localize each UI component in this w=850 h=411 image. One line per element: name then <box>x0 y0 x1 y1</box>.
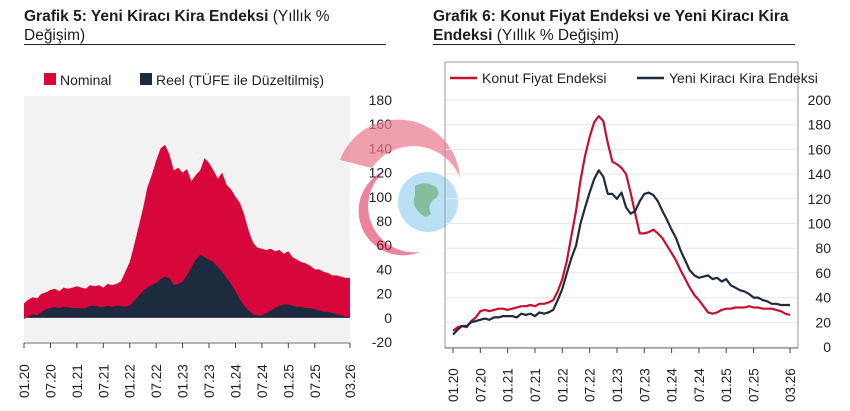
chart6-y-tick-label: 60 <box>815 265 831 281</box>
chart6-subtitle: (Yıllık % Değişim) <box>496 27 620 44</box>
chart5-title-rule <box>24 44 386 45</box>
chart5-y-tick-label: 0 <box>384 310 392 326</box>
chart6-x-tick-label: 01.25 <box>719 368 734 402</box>
chart6-title: Grafik 6: Konut Fiyat Endeksi ve Yeni Ki… <box>433 8 789 44</box>
globe-logo-icon <box>340 119 460 256</box>
chart5-x-tick-label: 07.22 <box>149 364 164 398</box>
chart5-y-tick-label: 40 <box>376 261 392 277</box>
chart5-x-tick-label: 07.20 <box>43 364 58 398</box>
chart6-y-tick-label: 160 <box>808 141 832 157</box>
chart5-x-tick-label: 07.25 <box>308 364 323 398</box>
chart6-x-tick-label: 07.23 <box>637 368 652 402</box>
chart6-x-tick-label: 01.21 <box>501 368 516 402</box>
chart5-legend-label-nominal: Nominal <box>60 72 111 88</box>
chart6-x-tick-label: 07.25 <box>747 368 762 402</box>
chart5-x-tick-label: 01.20 <box>17 364 32 398</box>
chart5-x-tick-label: 03.26 <box>343 364 358 398</box>
chart6-y-tick-label: 20 <box>815 314 831 330</box>
chart5-y-tick-label: 180 <box>369 92 393 108</box>
chart5-x-tick-label: 01.21 <box>70 364 85 398</box>
chart6-x-tick-label: 07.20 <box>473 368 488 402</box>
chart6-y-tick-label: 200 <box>808 92 832 108</box>
chart5-y-tick-label: 100 <box>369 189 393 205</box>
chart6-y-tick-label: 100 <box>808 216 832 232</box>
chart6-x-tick-label: 01.22 <box>555 368 570 402</box>
chart5-x-tick-label: 07.21 <box>96 364 111 398</box>
chart6-title-rule <box>433 44 795 45</box>
chart5-y-tick-label: 60 <box>376 237 392 253</box>
chart5-area-reel <box>24 254 350 319</box>
chart6-y-tick-label: 120 <box>808 191 832 207</box>
chart6-legend-label-konut: Konut Fiyat Endeksi <box>482 70 607 86</box>
chart5-x-tick-label: 01.23 <box>176 364 191 398</box>
chart6-y-tick-label: 40 <box>815 290 831 306</box>
chart6-legend: Konut Fiyat Endeksi Yeni Kiracı Kira End… <box>450 70 818 86</box>
chart5-legend-swatch-nominal <box>44 73 56 85</box>
chart6-title-block: Grafik 6: Konut Fiyat Endeksi ve Yeni Ki… <box>433 7 813 45</box>
chart5-area-nominal <box>24 144 350 318</box>
chart5-y-tick-label: 80 <box>376 213 392 229</box>
chart6-x-tick-label: 01.23 <box>610 368 625 402</box>
chart6-x-tick-label: 01.20 <box>446 368 461 402</box>
chart5-x-tick-label: 07.24 <box>255 364 270 398</box>
chart5-x-tick-label: 01.25 <box>281 364 296 398</box>
chart6-x-tick-label: 07.22 <box>583 368 598 402</box>
chart5-x-tick-label: 01.24 <box>228 364 243 398</box>
chart6-y-tick-label: 80 <box>815 240 831 256</box>
chart5-x-axis: 01.20 07.20 01.21 07.21 01.22 07.22 01.23 07.23… <box>17 342 358 398</box>
chart5-y-tick-label: 20 <box>376 286 392 302</box>
chart5-y-tick-label: 120 <box>369 165 393 181</box>
chart5-title: Grafik 5: Yeni Kiracı Kira Endeksi <box>24 8 269 25</box>
chart6-x-tick-label: 07.24 <box>692 368 707 402</box>
chart6-x-tick-label: 03.26 <box>783 368 798 402</box>
chart6-y-tick-label: 140 <box>808 166 832 182</box>
chart6-x-tick-label: 07.21 <box>528 368 543 402</box>
chart6-x-axis: 01.20 07.20 01.21 07.21 01.22 07.22 01.23 07.23… <box>446 348 798 402</box>
chart5-subtitle: (Yıllık % Değişim) <box>24 8 330 44</box>
chart5-legend-swatch-reel <box>140 73 152 85</box>
chart6-y-tick-label: 180 <box>808 117 832 133</box>
chart6-legend-label-kira: Yeni Kiracı Kira Endeksi <box>669 70 818 86</box>
chart5-x-tick-label: 07.23 <box>202 364 217 398</box>
chart6-x-tick-label: 01.24 <box>665 368 680 402</box>
chart5-legend: Nominal Reel (TÜFE ile Düzeltilmiş) <box>44 71 324 88</box>
chart6-y-tick-label: 0 <box>823 339 831 355</box>
chart5-x-tick-label: 01.22 <box>123 364 138 398</box>
chart5-y-tick-label: -20 <box>372 334 392 350</box>
chart6-line-yeni-kiraci <box>452 169 790 336</box>
chart5-title-block: Grafik 5: Yeni Kiracı Kira Endeksi (Yıll… <box>24 7 364 45</box>
chart6-grid <box>444 61 799 349</box>
chart6-line-konut-fiyat <box>452 115 791 332</box>
chart5-legend-label-reel: Reel (TÜFE ile Düzeltilmiş) <box>156 71 324 88</box>
